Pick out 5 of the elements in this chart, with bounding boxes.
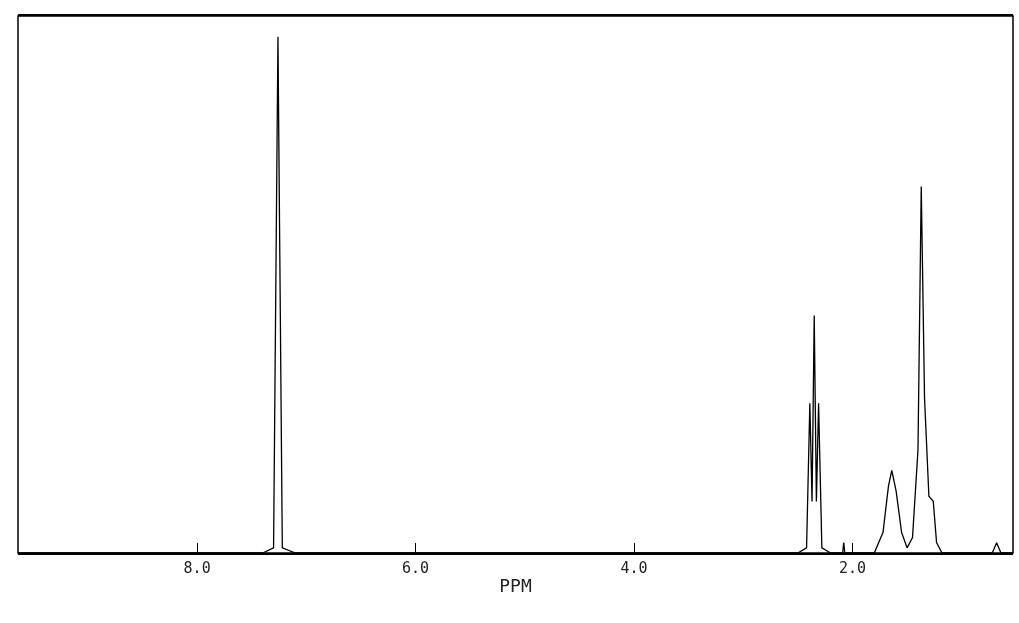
x-axis-title: PPM bbox=[499, 575, 532, 597]
x-tick-label: 2.0 bbox=[838, 558, 866, 577]
x-tick-label: 6.0 bbox=[402, 558, 430, 577]
x-tick-label: 4.0 bbox=[620, 558, 648, 577]
x-tick-label: 8.0 bbox=[183, 558, 211, 577]
